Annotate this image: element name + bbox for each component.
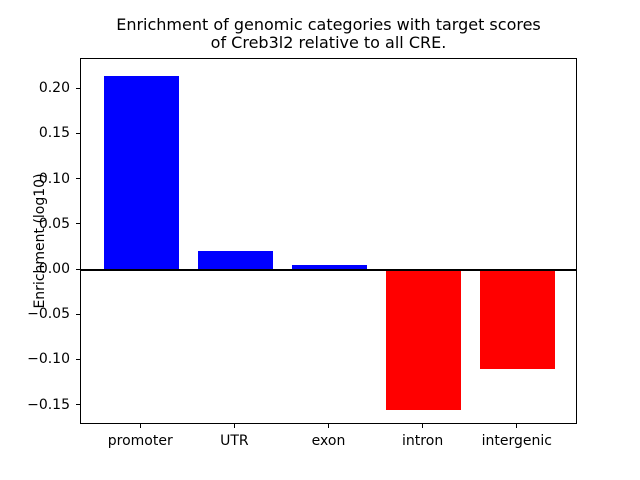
bar-intron xyxy=(385,270,462,411)
bar-UTR xyxy=(197,251,274,270)
x-tick-mark xyxy=(516,424,518,428)
y-tick-label: −0.15 xyxy=(27,396,70,413)
x-tick-mark xyxy=(233,424,235,428)
y-tick-mark xyxy=(76,178,80,180)
y-tick-label: 0.00 xyxy=(38,261,70,277)
y-tick-mark xyxy=(76,268,80,270)
zero-baseline xyxy=(81,268,576,272)
x-tick-mark xyxy=(422,424,424,428)
y-tick-mark xyxy=(76,313,80,315)
y-tick-mark xyxy=(76,223,80,225)
bar-intergenic xyxy=(480,270,556,370)
y-tick-label: 0.15 xyxy=(38,125,70,142)
x-tick-label-intergenic: intergenic xyxy=(481,433,552,449)
y-tick-mark xyxy=(76,132,80,134)
y-tick-label: 0.10 xyxy=(38,170,70,187)
x-tick-label-UTR: UTR xyxy=(220,433,249,449)
x-tick-mark xyxy=(328,424,329,428)
y-tick-label: 0.20 xyxy=(38,80,70,97)
bar-promoter xyxy=(103,75,179,270)
y-axis-label: Enrichment (log10) xyxy=(32,173,48,309)
chart-title: Enrichment of genomic categories with ta… xyxy=(116,15,541,53)
bar-exon xyxy=(291,264,368,270)
x-tick-label-intron: intron xyxy=(402,433,444,449)
y-tick-mark xyxy=(76,404,80,406)
y-tick-label: 0.05 xyxy=(38,215,70,232)
plot-area xyxy=(80,58,577,424)
y-tick-label: −0.10 xyxy=(27,351,70,368)
x-tick-label-promoter: promoter xyxy=(107,433,173,449)
y-tick-label: −0.05 xyxy=(27,306,70,323)
y-tick-mark xyxy=(76,87,80,89)
x-tick-label-exon: exon xyxy=(311,433,346,449)
y-tick-mark xyxy=(76,358,80,360)
x-tick-mark xyxy=(139,424,141,428)
